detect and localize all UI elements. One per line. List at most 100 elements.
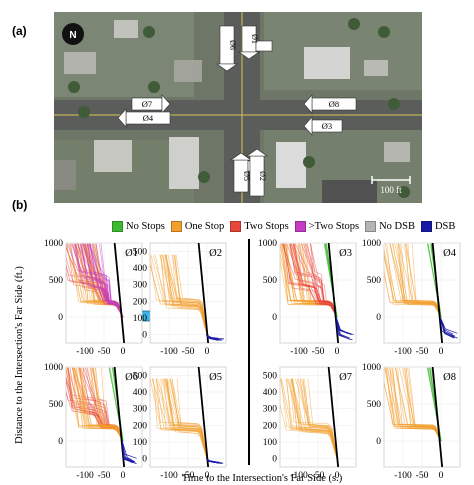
reference-line: [431, 243, 444, 343]
dsb-line: [206, 334, 225, 340]
x-tick-label: -50: [416, 471, 429, 481]
legend-swatch: [420, 220, 432, 232]
y-tick-label: 500: [49, 276, 64, 286]
legend-item: Two Stops: [230, 220, 289, 232]
trajectory-line: [80, 243, 124, 318]
x-tick-label: 0: [121, 471, 126, 481]
trajectory-line: [387, 367, 442, 442]
phase-arrow-label: Ø8: [329, 99, 339, 109]
x-tick-label: -100: [76, 347, 94, 357]
phase-label: Ø4: [443, 248, 457, 259]
x-tick-label: 0: [335, 347, 340, 357]
trajectory-line: [169, 378, 208, 459]
legend-item: No DSB: [365, 220, 415, 232]
y-tick-label: 400: [263, 388, 278, 398]
trajectory-line: [283, 243, 338, 318]
legend-item: No Stops: [112, 220, 165, 232]
phase-arrow-label: Ø6: [228, 40, 237, 50]
map-tree: [78, 106, 90, 118]
legend-label: DSB: [434, 220, 456, 232]
map-tree: [148, 81, 160, 93]
legend-label: No DSB: [379, 220, 415, 232]
dsb-line: [206, 458, 220, 463]
legend-item: >Two Stops: [294, 220, 359, 232]
map-block: [114, 20, 138, 38]
legend-label: One Stop: [184, 220, 225, 232]
phase-arrow-phi8: Ø8: [303, 94, 357, 114]
y-tick-label: 1000: [362, 363, 381, 373]
trajectory-line: [160, 254, 208, 335]
dsb-line: [121, 440, 136, 463]
trajectory-line: [86, 243, 124, 318]
y-tick-label: 300: [133, 405, 148, 415]
map-block: [364, 60, 388, 76]
trajectory-line: [150, 378, 208, 459]
legend-swatch: [170, 220, 182, 232]
trajectory-line: [166, 378, 208, 459]
dsb-line: [206, 334, 223, 341]
x-tick-label: -100: [290, 347, 308, 357]
legend-swatch: [294, 220, 306, 232]
y-tick-label: 1000: [258, 239, 277, 249]
panel-label-b: (b): [12, 198, 28, 212]
trajectory-line: [384, 268, 442, 318]
y-tick-label: 100: [263, 438, 278, 448]
phase-label: Ø3: [339, 248, 352, 259]
trajectory-line: [287, 378, 338, 459]
map-tree: [198, 171, 210, 183]
reference-line: [197, 243, 210, 343]
y-tick-label: 0: [376, 437, 381, 447]
y-tick-label: 100: [133, 314, 148, 324]
chart-panel-phi8: Ø8 0 500 1000 -100 -50 0: [362, 363, 461, 481]
chart-panel-phi4: Ø4 0 500 1000 -100 -50 0: [362, 239, 461, 357]
x-tick-label: -50: [312, 471, 325, 481]
trajectory-group: [150, 367, 224, 467]
y-tick-label: 1000: [44, 363, 63, 373]
y-tick-label: 500: [133, 371, 148, 381]
y-tick-label: 500: [263, 371, 278, 381]
y-axis-title: Distance to the Intersection's Far Side …: [14, 266, 25, 444]
y-tick-label: 0: [142, 455, 147, 465]
aerial-map: N 100 ft Ø6 Ø1 Ø7 Ø4 Ø8 Ø3 Ø5 Ø2: [54, 12, 422, 203]
x-tick-label: -100: [290, 471, 308, 481]
phase-arrow-label: Ø1: [250, 34, 259, 44]
trajectory-line: [171, 254, 208, 335]
chart-panel-phi3: Ø3 0 500 1000 -100 -50 0: [258, 239, 357, 357]
map-tree: [388, 98, 400, 110]
y-tick-label: 300: [133, 281, 148, 291]
trajectory-line: [99, 243, 124, 318]
reference-line: [327, 367, 340, 467]
y-tick-label: 0: [272, 313, 277, 323]
y-tick-label: 400: [133, 264, 148, 274]
trajectory-group: [280, 367, 340, 467]
y-tick-label: 0: [58, 437, 63, 447]
phase-label: Ø8: [443, 372, 456, 383]
legend-swatch: [230, 220, 242, 232]
map-tree: [398, 186, 410, 198]
legend-label: No Stops: [126, 220, 165, 232]
dsb-line: [335, 316, 351, 340]
phase-arrow-label: Ø2: [258, 171, 267, 181]
phase-arrow-label: Ø4: [143, 113, 154, 123]
aerial-map-image: N 100 ft Ø6 Ø1 Ø7 Ø4 Ø8 Ø3 Ø5 Ø2: [54, 12, 422, 203]
trajectory-line: [163, 378, 208, 459]
trajectory-line: [72, 367, 124, 442]
x-tick-label: -50: [182, 347, 195, 357]
y-tick-label: 0: [142, 331, 147, 341]
trajectory-group: [150, 243, 225, 343]
phase-arrow-label: Ø5: [242, 171, 251, 181]
x-tick-label: -100: [160, 347, 178, 357]
y-tick-label: 0: [376, 313, 381, 323]
y-tick-label: 1000: [362, 239, 381, 249]
map-block: [94, 140, 132, 172]
y-tick-label: 500: [263, 276, 278, 286]
trajectory-line: [392, 243, 442, 318]
trajectory-group: [280, 243, 354, 343]
map-tree: [348, 18, 360, 30]
reference-line: [113, 367, 126, 467]
map-tree: [378, 26, 390, 38]
map-tree: [303, 156, 315, 168]
map-block: [64, 52, 96, 74]
phase-label: Ø5: [209, 372, 222, 383]
y-tick-label: 0: [58, 313, 63, 323]
